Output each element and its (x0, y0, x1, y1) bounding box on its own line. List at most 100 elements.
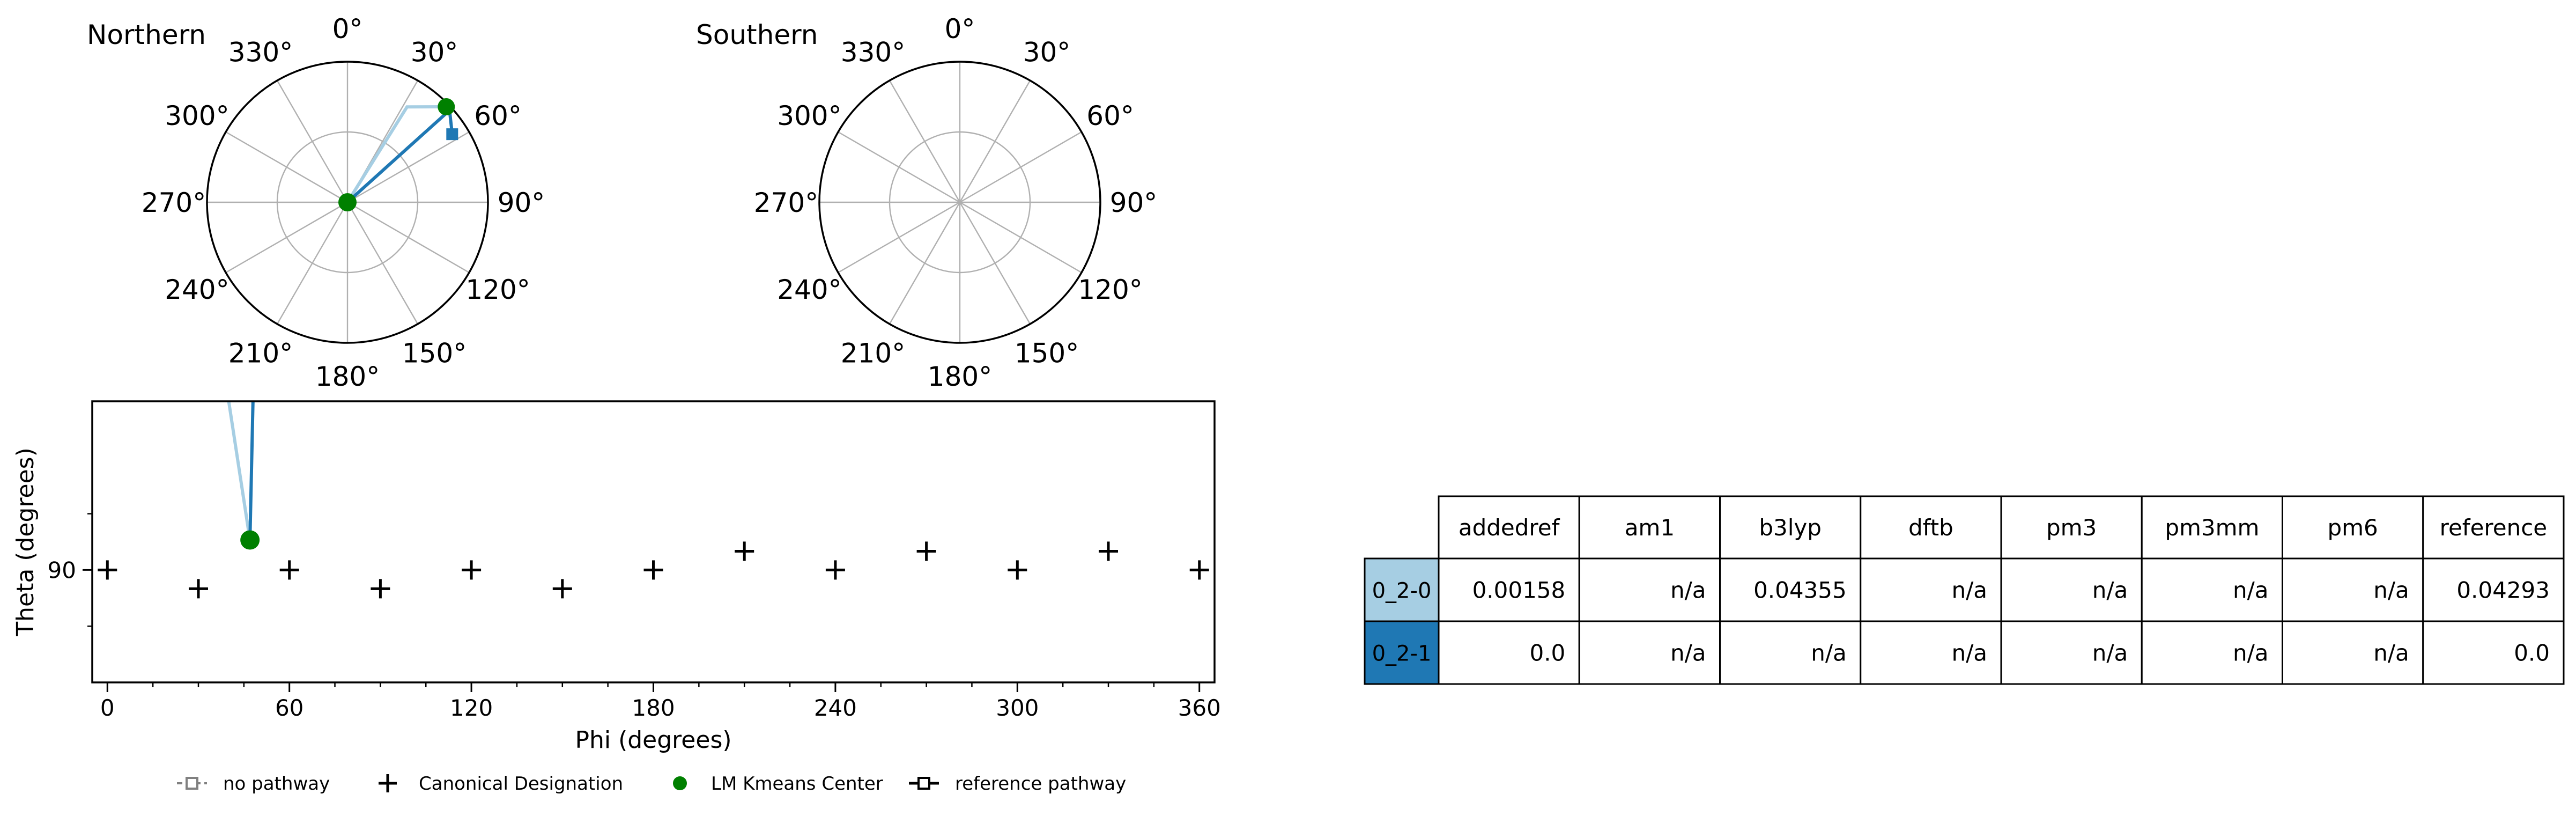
x-tick-label: 360 (1178, 695, 1221, 721)
table-cell (1438, 557, 1580, 622)
angle-tick-label: 30° (411, 36, 458, 68)
x-tick-label: 120 (450, 695, 493, 721)
canonical-designation-marker (1099, 541, 1119, 561)
legend-marker (186, 777, 198, 790)
canonical-designation-marker (98, 560, 117, 580)
table-cell-value: n/a (2233, 577, 2269, 604)
table-cell-value: 0.0 (1529, 640, 1565, 666)
polar-frame (206, 61, 489, 344)
canonical-designation-marker (279, 560, 299, 580)
legend-marker (917, 777, 930, 790)
angle-tick-label: 60° (474, 100, 522, 131)
table-cell (2000, 557, 2143, 622)
legend-label: LM Kmeans Center (711, 773, 883, 795)
y-tick-label: 90 (48, 557, 76, 583)
table-cell-value: n/a (2373, 577, 2409, 604)
angle-tick-label: 180° (928, 361, 992, 392)
kmeans-center-point (438, 98, 455, 116)
table-header-label: pm6 (2327, 514, 2378, 541)
canonical-designation-marker (643, 560, 663, 580)
angle-tick-label: 210° (841, 338, 905, 369)
polar-frame (818, 61, 1101, 344)
legend-label: reference pathway (955, 773, 1126, 795)
angle-tick-label: 90° (498, 187, 545, 218)
legend-entry: LM Kmeans Center (673, 773, 883, 795)
table-cell (2422, 557, 2565, 622)
table-header-label: b3lyp (1759, 514, 1822, 541)
x-tick-label: 300 (996, 695, 1039, 721)
pathway-end-marker-0_2-1 (446, 128, 458, 141)
angle-tick-label: 300° (165, 100, 229, 131)
northern-polar-plot: Northern 0° 30° 60° 90° 120° 150° 180° 210° 240° 2… (87, 13, 545, 392)
table-cell-value: 0.04355 (1753, 577, 1847, 604)
table-header-cell (2282, 495, 2424, 560)
angle-tick-label: 270° (754, 187, 818, 218)
table-cell-value: n/a (1951, 577, 1987, 604)
table-cell (2282, 557, 2424, 622)
pathway-line-0_2-0 (227, 401, 252, 540)
energy-table: addedref am1 b3lyp dftb pm3 pm3mm pm6 reference… (1364, 495, 2565, 685)
table-header-cell (2141, 495, 2283, 560)
table-cell (2422, 620, 2565, 685)
angle-tick-label: 180° (315, 361, 380, 392)
plot-area (227, 401, 255, 540)
table-cell-value: n/a (1811, 640, 1847, 666)
table-header-label: addedref (1459, 514, 1560, 541)
table-header-cell (2422, 495, 2565, 560)
table-cell (1719, 557, 1862, 622)
table-header-label: reference (2440, 514, 2548, 541)
table-cell-value: 0.0 (2514, 640, 2550, 666)
pathway-line-0_2-1 (248, 401, 255, 540)
legend-label: Canonical Designation (419, 773, 623, 795)
radial-grid-circle (276, 131, 419, 274)
legend-entry: Canonical Designation (379, 773, 623, 795)
angle-tick-label: 210° (228, 338, 293, 369)
table-cell (2282, 620, 2424, 685)
table-row-label-cell (1364, 620, 1440, 685)
table-row-label: 0_2-1 (1372, 642, 1432, 666)
angle-tick-label: 0° (332, 13, 363, 45)
polar-title: Southern (696, 19, 818, 50)
table-cell (1578, 557, 1721, 622)
angle-tick-label: 270° (142, 187, 206, 218)
angle-tick-label: 90° (1110, 187, 1158, 218)
canonical-designation-marker (371, 579, 390, 599)
canonical-designation-marker (825, 560, 845, 580)
pathway-line-0_2-0 (346, 105, 447, 203)
angle-tick-label: 0° (945, 13, 975, 45)
table-header-label: pm3 (2046, 514, 2097, 541)
canonical-designation-marker (1189, 560, 1209, 580)
legend: no pathway Canonical Designation LM Kmeans… (177, 773, 1126, 795)
table-cell-value: n/a (2373, 640, 2409, 666)
angle-tick-label: 240° (777, 274, 841, 305)
table-header-label: pm3mm (2165, 514, 2259, 541)
legend-entry: no pathway (177, 773, 330, 795)
table-header-cell (2000, 495, 2143, 560)
table-cell-value: 0.04293 (2456, 577, 2550, 604)
legend-marker (673, 776, 687, 790)
table-cell-value: n/a (2092, 577, 2128, 604)
canonical-designation-marker (735, 541, 754, 561)
radial-grid-circle (889, 131, 1031, 274)
table-header-cell (1578, 495, 1721, 560)
legend-marker (379, 774, 397, 792)
table-cell-value: n/a (1951, 640, 1987, 666)
canonical-designation-marker (552, 579, 572, 599)
table-cell-value: n/a (1670, 577, 1706, 604)
angle-tick-label: 150° (1015, 338, 1079, 369)
legend-label: no pathway (223, 773, 330, 795)
x-tick-label: 0 (100, 695, 115, 721)
table-header-label: am1 (1625, 514, 1675, 541)
canonical-designation-marker (1008, 560, 1027, 580)
legend-entry: reference pathway (909, 773, 1126, 795)
table-row-label: 0_2-0 (1372, 579, 1432, 604)
table-cell-value: 0.00158 (1472, 577, 1566, 604)
angle-tick-label: 30° (1023, 36, 1071, 68)
table-cell-value: n/a (1670, 640, 1706, 666)
table-cell-value: n/a (2092, 640, 2128, 666)
plot-frame (91, 400, 1216, 683)
angle-tick-label: 120° (1078, 274, 1142, 305)
x-tick-label: 60 (275, 695, 304, 721)
angle-tick-label: 330° (841, 36, 905, 68)
